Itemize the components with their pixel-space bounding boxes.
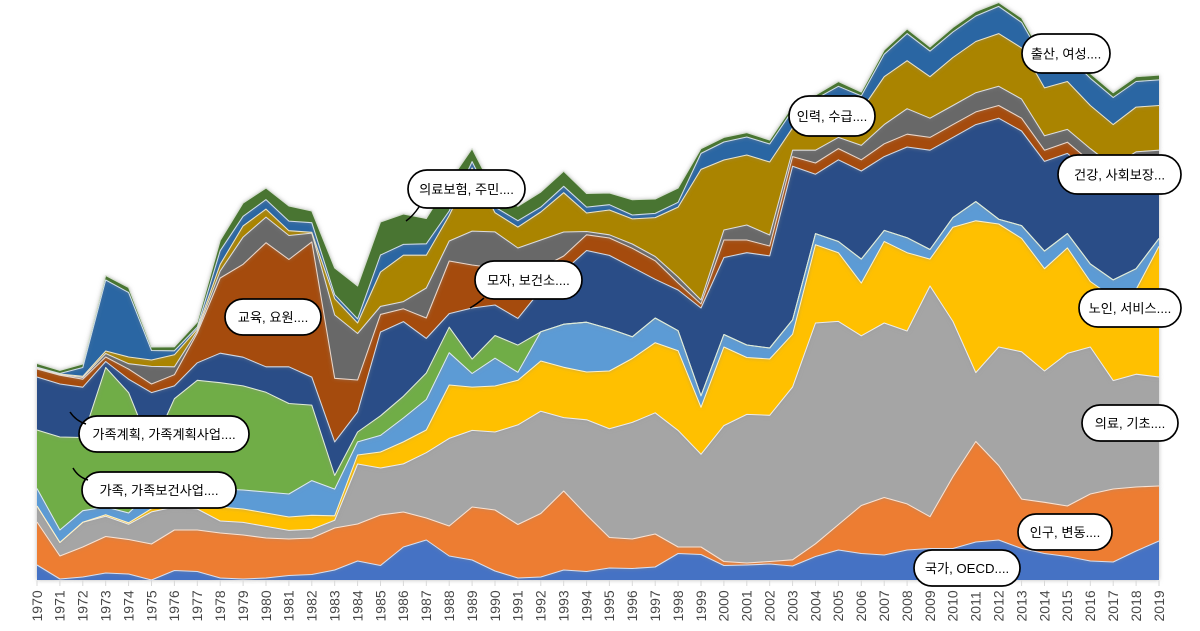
svg-text:의료보험, 주민....: 의료보험, 주민....	[419, 182, 514, 197]
svg-text:1998: 1998	[670, 590, 686, 621]
svg-text:1970: 1970	[29, 590, 45, 621]
svg-text:1987: 1987	[418, 590, 434, 621]
svg-text:2019: 2019	[1151, 590, 1167, 621]
svg-text:1982: 1982	[304, 590, 320, 621]
svg-text:인구, 변동....: 인구, 변동....	[1030, 525, 1101, 540]
svg-text:1997: 1997	[647, 590, 663, 621]
svg-text:1978: 1978	[212, 590, 228, 621]
svg-text:2001: 2001	[739, 590, 755, 621]
svg-text:2007: 2007	[876, 590, 892, 621]
svg-text:1989: 1989	[464, 590, 480, 621]
svg-text:1994: 1994	[578, 590, 594, 621]
svg-text:1971: 1971	[52, 590, 68, 621]
svg-text:2012: 2012	[991, 590, 1007, 621]
svg-text:1993: 1993	[556, 590, 572, 621]
svg-text:1983: 1983	[327, 590, 343, 621]
svg-text:2003: 2003	[784, 590, 800, 621]
svg-text:1984: 1984	[349, 590, 365, 621]
svg-text:1999: 1999	[693, 590, 709, 621]
svg-text:2016: 2016	[1082, 590, 1098, 621]
svg-text:건강, 사회보장...: 건강, 사회보장...	[1074, 167, 1165, 182]
svg-text:2009: 2009	[922, 590, 938, 621]
svg-text:1973: 1973	[98, 590, 114, 621]
svg-text:의료, 기초....: 의료, 기초....	[1095, 416, 1166, 431]
svg-text:인력, 수급....: 인력, 수급....	[797, 109, 868, 124]
svg-text:2005: 2005	[830, 590, 846, 621]
svg-text:1981: 1981	[281, 590, 297, 621]
svg-text:1977: 1977	[189, 590, 205, 621]
svg-text:2000: 2000	[716, 590, 732, 621]
svg-text:1988: 1988	[441, 590, 457, 621]
svg-text:1990: 1990	[487, 590, 503, 621]
svg-text:1986: 1986	[395, 590, 411, 621]
svg-text:1975: 1975	[143, 590, 159, 621]
svg-text:1976: 1976	[166, 590, 182, 621]
svg-text:2004: 2004	[807, 590, 823, 621]
svg-text:2006: 2006	[853, 590, 869, 621]
svg-text:1996: 1996	[624, 590, 640, 621]
svg-text:2010: 2010	[945, 590, 961, 621]
svg-text:1974: 1974	[120, 590, 136, 621]
svg-text:2008: 2008	[899, 590, 915, 621]
svg-text:노인, 서비스....: 노인, 서비스....	[1089, 301, 1172, 316]
svg-text:2014: 2014	[1036, 590, 1052, 621]
svg-text:1972: 1972	[75, 590, 91, 621]
svg-text:출산, 여성....: 출산, 여성....	[1031, 46, 1102, 61]
svg-text:모자, 보건소....: 모자, 보건소....	[487, 273, 570, 288]
svg-text:가족, 가족보건사업....: 가족, 가족보건사업....	[99, 483, 218, 498]
svg-text:1980: 1980	[258, 590, 274, 621]
svg-text:교육, 요원....: 교육, 요원....	[238, 310, 309, 325]
svg-text:2013: 2013	[1013, 590, 1029, 621]
svg-text:가족계획, 가족계획사업....: 가족계획, 가족계획사업....	[92, 427, 235, 442]
svg-text:2018: 2018	[1128, 590, 1144, 621]
svg-text:1991: 1991	[510, 590, 526, 621]
svg-text:2015: 2015	[1059, 590, 1075, 621]
svg-text:1992: 1992	[533, 590, 549, 621]
svg-text:1979: 1979	[235, 590, 251, 621]
svg-text:2017: 2017	[1105, 590, 1121, 621]
svg-text:국가, OECD....: 국가, OECD....	[925, 561, 1009, 576]
svg-text:1995: 1995	[601, 590, 617, 621]
svg-text:1985: 1985	[372, 590, 388, 621]
svg-text:2002: 2002	[762, 590, 778, 621]
svg-text:2011: 2011	[968, 591, 984, 621]
